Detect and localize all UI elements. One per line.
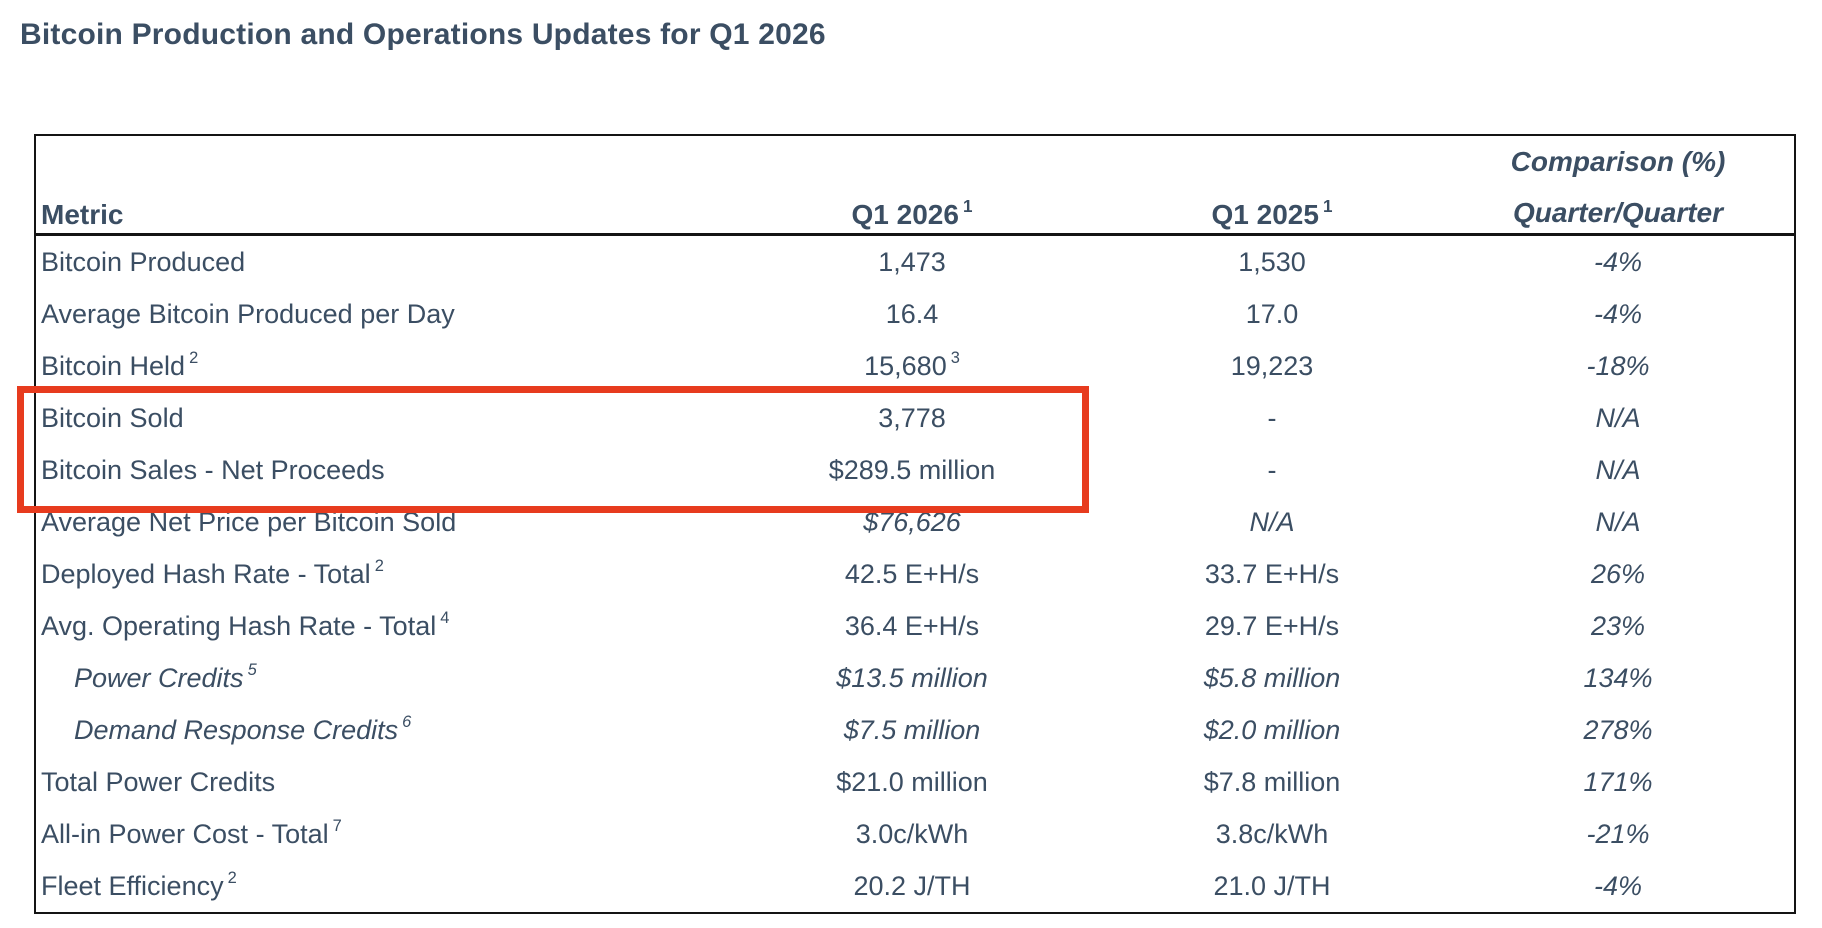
header-q1-2026-footnote: 1 [962,196,973,216]
q1-2026-cell: 1,473 [878,246,946,277]
table-row: Bitcoin Held 2 15,680 3 19,223 -18% [36,340,1794,392]
q1-2026-cell: 36.4 E+H/s [844,610,980,641]
table-row: Bitcoin Sales - Net Proceeds $289.5 milli… [36,444,1794,496]
header-q1-2026-label: Q1 2026 [851,199,959,230]
table-row: Power Credits 5 $13.5 million $5.8 million 1… [36,652,1794,704]
header-q1-2025: Q1 2025 1 [1102,196,1442,240]
table-row: Bitcoin Produced 1,473 1,530 -4% [36,236,1794,288]
q1-2025-cell: $5.8 million [1203,662,1341,693]
metric-cell: Bitcoin Sales - Net Proceeds [41,454,385,485]
table-row: Fleet Efficiency 2 20.2 J/TH 21.0 J/TH -4% [36,860,1794,912]
table-body: Bitcoin Produced 1,473 1,530 -4% Average Bit… [36,236,1794,912]
q1-2025-cell: 21.0 J/TH [1213,870,1331,901]
table-row: All-in Power Cost - Total 7 3.0c/kWh 3.8c/k… [36,808,1794,860]
metric-cell: Deployed Hash Rate - Total 2 [41,556,384,589]
metric-cell: Average Bitcoin Produced per Day [41,298,455,329]
metric-cell: Fleet Efficiency 2 [41,868,237,901]
header-q1-2025-footnote: 1 [1322,196,1333,216]
header-q1-2025-label: Q1 2025 [1211,199,1319,230]
q1-2026-cell: 20.2 J/TH [853,870,971,901]
table-row: Demand Response Credits 6 $7.5 million $2.0… [36,704,1794,756]
q1-2026-cell: 42.5 E+H/s [844,558,980,589]
metric-cell: All-in Power Cost - Total 7 [41,816,342,849]
metric-cell: Avg. Operating Hash Rate - Total 4 [41,608,450,641]
comparison-cell: N/A [1595,402,1641,433]
q1-2025-cell: - [1267,454,1277,485]
comparison-cell: N/A [1595,506,1641,537]
page-title: Bitcoin Production and Operations Update… [20,18,826,51]
table-row: Avg. Operating Hash Rate - Total 4 36.4 E+… [36,600,1794,652]
q1-2025-cell: 17.0 [1245,298,1299,329]
metric-cell: Bitcoin Held 2 [41,348,199,381]
comparison-cell: -21% [1586,818,1650,849]
table-header-row: Metric Q1 2026 1 Q1 2025 1 Comparison (%) … [36,136,1794,236]
table-row: Deployed Hash Rate - Total 2 42.5 E+H/s 33.… [36,548,1794,600]
header-metric-label: Metric [41,199,124,230]
table-row: Total Power Credits $21.0 million $7.8 mil… [36,756,1794,808]
comparison-cell: 134% [1583,662,1653,693]
header-q1-2026: Q1 2026 1 [722,196,1102,240]
q1-2026-cell: 15,680 3 [864,348,960,381]
comparison-cell: N/A [1595,454,1641,485]
comparison-cell: -4% [1593,298,1642,329]
metric-cell: Total Power Credits [41,766,276,797]
metric-cell: Power Credits 5 [74,660,257,693]
q1-2025-cell: 3.8c/kWh [1215,818,1329,849]
q1-2025-cell: - [1267,402,1277,433]
comparison-cell: 23% [1590,610,1646,641]
comparison-cell: 26% [1590,558,1646,589]
q1-2026-cell: $76,626 [863,506,961,537]
metrics-table: Metric Q1 2026 1 Q1 2025 1 Comparison (%) … [34,134,1796,914]
header-comparison-line1: Comparison (%) [1510,146,1726,177]
metric-cell: Demand Response Credits 6 [74,712,412,745]
metric-cell: Average Net Price per Bitcoin Sold [41,506,457,537]
header-comparison-line2: Quarter/Quarter [1512,197,1724,228]
metric-cell: Bitcoin Sold [41,402,184,433]
q1-2025-cell: 1,530 [1238,246,1306,277]
comparison-cell: 171% [1583,766,1653,797]
q1-2025-cell: 29.7 E+H/s [1204,610,1340,641]
comparison-cell: -4% [1593,246,1642,277]
q1-2026-cell: $289.5 million [828,454,996,485]
q1-2026-cell: 3,778 [878,402,946,433]
q1-2026-cell: 16.4 [885,298,939,329]
q1-2026-cell: $13.5 million [836,662,988,693]
comparison-cell: -18% [1586,350,1650,381]
q1-2026-cell: 3.0c/kWh [855,818,969,849]
q1-2026-cell: $21.0 million [836,766,988,797]
table-row: Bitcoin Sold 3,778 - N/A [36,392,1794,444]
q1-2025-cell: 19,223 [1230,350,1314,381]
table-row: Average Bitcoin Produced per Day 16.4 17.0… [36,288,1794,340]
comparison-cell: -4% [1593,870,1642,901]
q1-2025-cell: N/A [1249,506,1295,537]
q1-2026-cell: $7.5 million [843,714,981,745]
header-comparison: Comparison (%) Quarter/Quarter [1442,136,1794,240]
header-metric: Metric [36,199,722,240]
metric-cell: Bitcoin Produced [41,246,246,277]
table-row: Average Net Price per Bitcoin Sold $76,62… [36,496,1794,548]
q1-2025-cell: $7.8 million [1203,766,1341,797]
q1-2025-cell: 33.7 E+H/s [1204,558,1340,589]
q1-2025-cell: $2.0 million [1203,714,1341,745]
comparison-cell: 278% [1583,714,1653,745]
